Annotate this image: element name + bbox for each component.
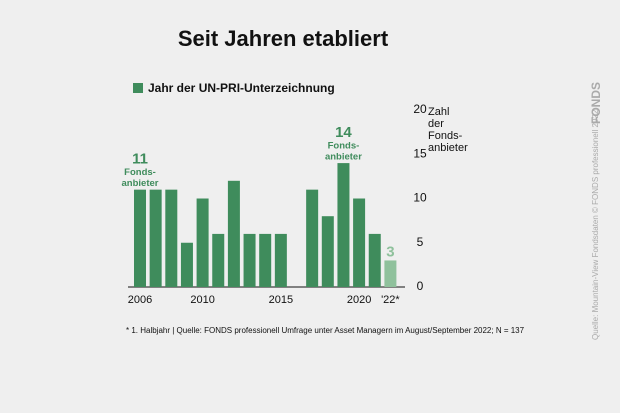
y-axis-label: anbieter: [428, 142, 468, 154]
x-tick-label: '22*: [381, 294, 400, 306]
bar: [212, 233, 225, 287]
bar: [259, 233, 272, 287]
legend-swatch: [133, 83, 143, 93]
bar: [306, 189, 319, 287]
x-tick-label: 2020: [347, 294, 371, 306]
bar: [134, 189, 146, 287]
bar: [274, 233, 287, 287]
value-label: 11: [132, 151, 148, 168]
bar: [353, 198, 366, 287]
bar: [384, 260, 397, 287]
y-axis-label: der: [428, 118, 444, 130]
footnote: * 1. Halbjahr | Quelle: FONDS profession…: [126, 326, 525, 335]
y-tick-label: 10: [413, 191, 427, 205]
x-tick-label: 2006: [128, 294, 152, 306]
value-sublabel: Fonds-: [124, 167, 156, 178]
y-tick-label: 5: [417, 235, 424, 249]
bar: [149, 189, 162, 287]
source: Quelle: Mountain-View Fondsdaten © FONDS…: [591, 109, 600, 340]
legend-label: Jahr der UN-PRI-Unterzeichnung: [148, 81, 335, 95]
value-label: 3: [386, 243, 394, 260]
bar: [180, 242, 193, 287]
y-axis-label: Fonds-: [428, 130, 463, 142]
bar: [227, 180, 240, 287]
bar: [368, 233, 381, 287]
logo: FONDS: [589, 82, 603, 124]
bar: [196, 198, 209, 287]
y-tick-label: 0: [417, 279, 424, 293]
x-tick-label: 2015: [269, 294, 293, 306]
bar: [337, 163, 350, 287]
chart-title: Seit Jahren etabliert: [178, 26, 389, 51]
y-axis-label: Zahl: [428, 106, 449, 118]
value-sublabel: Fonds-: [328, 141, 360, 152]
x-tick-label: 2010: [190, 294, 214, 306]
value-label: 14: [335, 124, 352, 141]
y-tick-label: 20: [413, 102, 427, 116]
y-tick-label: 15: [413, 146, 427, 160]
value-sublabel: anbieter: [122, 178, 159, 189]
value-sublabel: anbieter: [325, 152, 362, 163]
bar: [321, 216, 334, 287]
bar: [165, 189, 178, 287]
bar: [243, 233, 256, 287]
